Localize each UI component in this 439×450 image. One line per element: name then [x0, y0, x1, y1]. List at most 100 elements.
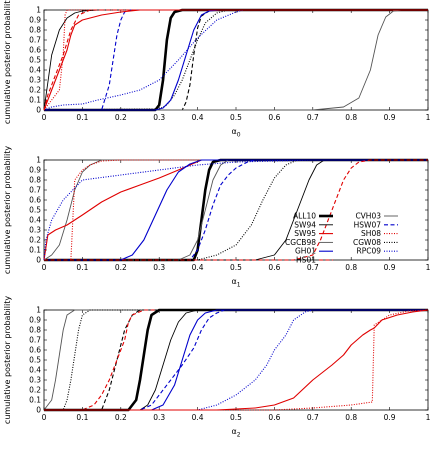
y-tick-label: 1 — [36, 6, 41, 15]
x-tick-label: 0.6 — [268, 413, 280, 422]
series-line-gh01 — [43, 9, 428, 111]
y-tick-label: 0 — [36, 406, 41, 415]
series-line-cgw08 — [43, 9, 428, 111]
x-axis-label-main: α — [231, 127, 236, 136]
y-axis-label: cumulative posterior probability — [3, 146, 12, 274]
y-tick-label: 0.9 — [29, 166, 41, 175]
legend-entry-label: ALL10 — [293, 212, 316, 221]
series-line-sw95 — [44, 9, 428, 111]
x-tick-label: 0.3 — [153, 263, 165, 272]
x-tick-label: 0.5 — [230, 263, 242, 272]
x-tick-label: 0.6 — [268, 113, 280, 122]
chart-panel-0: 00.10.20.30.40.50.60.70.80.910 0.1 0.2 0.3 0… — [3, 0, 431, 139]
series-line-cvh03 — [43, 159, 428, 261]
series-line-sw94 — [43, 9, 428, 111]
series-line-hsw07 — [44, 309, 428, 411]
legend-entry-label: RPC09 — [356, 247, 381, 256]
legend-entry-label: SW94 — [294, 220, 316, 229]
legend-entry-label: CVH03 — [355, 212, 381, 221]
x-tick-label: 0 — [42, 113, 47, 122]
x-tick-label: 0.2 — [115, 113, 127, 122]
legend-entry-label: CGCB98 — [285, 238, 316, 247]
series-line-sh08 — [44, 309, 429, 411]
x-axis-label-main: α — [231, 427, 236, 436]
chart-panel-2: 00.10.20.30.40.50.60.70.80.910 0.1 0.2 0.3 0… — [3, 296, 431, 439]
y-tick-label: 0.3 — [29, 76, 41, 85]
series-line-sw95 — [44, 309, 428, 411]
legend-entry-label: CGW08 — [353, 238, 381, 247]
series-line-hsw07 — [44, 159, 428, 261]
y-tick-label: 0.3 — [29, 226, 41, 235]
y-tick-label: 0.6 — [29, 346, 41, 355]
legend-entry-label: GH01 — [295, 247, 316, 256]
x-tick-label: 0.5 — [230, 113, 242, 122]
y-tick-label: 0.6 — [29, 196, 41, 205]
y-tick-label: 0.6 — [29, 46, 41, 55]
x-tick-label: 0.7 — [307, 413, 319, 422]
x-tick-label: 1 — [426, 413, 431, 422]
series-line-rpc09 — [44, 309, 428, 411]
y-tick-label: 0.2 — [29, 236, 41, 245]
series-line-hs01 — [44, 9, 428, 111]
y-tick-label: 0.7 — [29, 36, 41, 45]
x-tick-label: 1 — [426, 113, 431, 122]
y-tick-label: 0.2 — [29, 386, 41, 395]
x-tick-label: 0.6 — [268, 263, 280, 272]
y-tick-label: 0.7 — [29, 336, 41, 345]
series-line-hsw07 — [43, 9, 428, 111]
y-tick-label: 0.9 — [29, 316, 41, 325]
x-tick-label: 0.4 — [192, 413, 204, 422]
y-tick-label: 0.4 — [29, 366, 41, 375]
y-tick-label: 0.4 — [29, 216, 41, 225]
series-line-hs01 — [44, 159, 428, 261]
chart-panel-1: 00.10.20.30.40.50.60.70.80.910 0.1 0.2 0.3 0… — [3, 146, 431, 289]
x-tick-label: 0.5 — [230, 413, 242, 422]
series-line-gh01 — [44, 159, 428, 261]
series-line-cgcb98 — [43, 9, 428, 111]
y-tick-label: 0.9 — [29, 16, 41, 25]
x-tick-label: 0.9 — [384, 413, 396, 422]
series-line-all10 — [44, 308, 428, 412]
legend-entry-label: SW95 — [294, 229, 316, 238]
y-tick-label: 0.1 — [29, 246, 41, 255]
series-line-cvh03 — [44, 9, 428, 111]
series-line-all10 — [44, 158, 428, 262]
y-axis-label: cumulative posterior probability — [3, 296, 12, 424]
series-line-cgw08 — [44, 309, 428, 411]
x-tick-label: 0.7 — [307, 113, 319, 122]
series-line-hs01 — [44, 309, 428, 411]
x-axis-label-subscript: 1 — [237, 282, 241, 289]
series-line-all10 — [44, 8, 428, 112]
x-tick-label: 0.1 — [76, 113, 88, 122]
y-tick-label: 0.8 — [29, 326, 41, 335]
x-axis-label-subscript: 0 — [237, 132, 241, 139]
y-tick-label: 0.7 — [29, 186, 41, 195]
x-tick-label: 0.1 — [76, 263, 88, 272]
y-tick-label: 0.5 — [29, 56, 41, 65]
legend-entry-label: HSW07 — [354, 220, 382, 229]
x-axis-label-main: α — [231, 277, 236, 286]
x-axis-label-subscript: 2 — [237, 432, 241, 439]
y-tick-label: 0.4 — [29, 66, 41, 75]
y-axis-label: cumulative posterior probability — [3, 0, 12, 124]
legend: ALL10 CVH03 SW94 HSW07 SW95 SH08 CGCB98 CGW08 GH… — [285, 212, 398, 265]
x-tick-label: 0.9 — [384, 263, 396, 272]
legend-entry-label: SH08 — [361, 229, 381, 238]
series-line-sh08 — [44, 159, 428, 261]
x-tick-label: 0.4 — [192, 263, 204, 272]
series-line-cvh03 — [43, 309, 428, 411]
series-line-sw94 — [44, 159, 428, 261]
y-tick-label: 0 — [36, 256, 41, 265]
y-tick-label: 0 — [36, 106, 41, 115]
x-tick-label: 0.3 — [153, 413, 165, 422]
series-line-sh08 — [44, 9, 428, 111]
x-tick-label: 1 — [426, 263, 431, 272]
series-line-sw94 — [44, 309, 428, 411]
series-line-gh01 — [44, 309, 428, 411]
x-axis-label: α1 — [231, 277, 240, 289]
x-tick-label: 0.8 — [345, 263, 357, 272]
series-line-cgcb98 — [44, 159, 428, 261]
x-axis-label: α0 — [231, 127, 240, 139]
x-tick-label: 0 — [42, 263, 47, 272]
